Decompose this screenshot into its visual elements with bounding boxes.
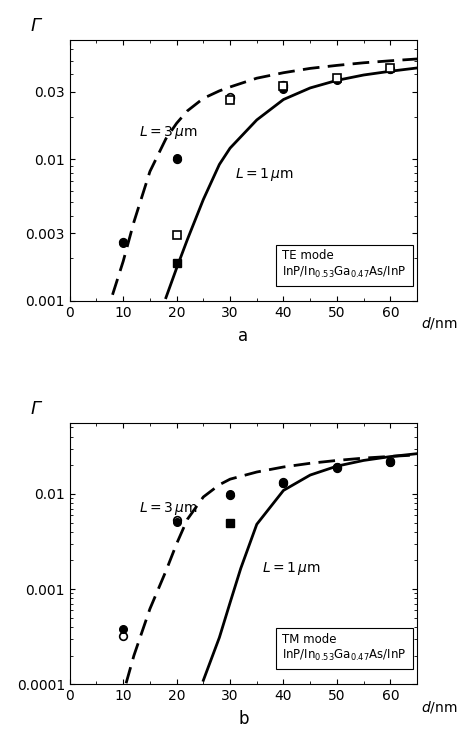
Text: Γ: Γ — [30, 400, 40, 418]
Text: $L = 1\,\mu\mathrm{m}$: $L = 1\,\mu\mathrm{m}$ — [262, 560, 321, 577]
Text: $d$/nm: $d$/nm — [420, 699, 457, 714]
Text: TM mode
InP/In$_{0.53}$Ga$_{0.47}$As/InP: TM mode InP/In$_{0.53}$Ga$_{0.47}$As/InP — [282, 633, 407, 663]
Text: b: b — [238, 710, 249, 729]
Text: a: a — [238, 327, 248, 345]
Text: $L = 1\,\mu\mathrm{m}$: $L = 1\,\mu\mathrm{m}$ — [236, 166, 294, 183]
Text: $d$/nm: $d$/nm — [420, 315, 457, 331]
Text: $L = 3\,\mu\mathrm{m}$: $L = 3\,\mu\mathrm{m}$ — [139, 124, 198, 141]
Text: TE mode
InP/In$_{0.53}$Ga$_{0.47}$As/InP: TE mode InP/In$_{0.53}$Ga$_{0.47}$As/InP — [282, 250, 407, 280]
Text: $L = 3\,\mu\mathrm{m}$: $L = 3\,\mu\mathrm{m}$ — [139, 500, 198, 517]
Text: Γ: Γ — [30, 16, 40, 35]
